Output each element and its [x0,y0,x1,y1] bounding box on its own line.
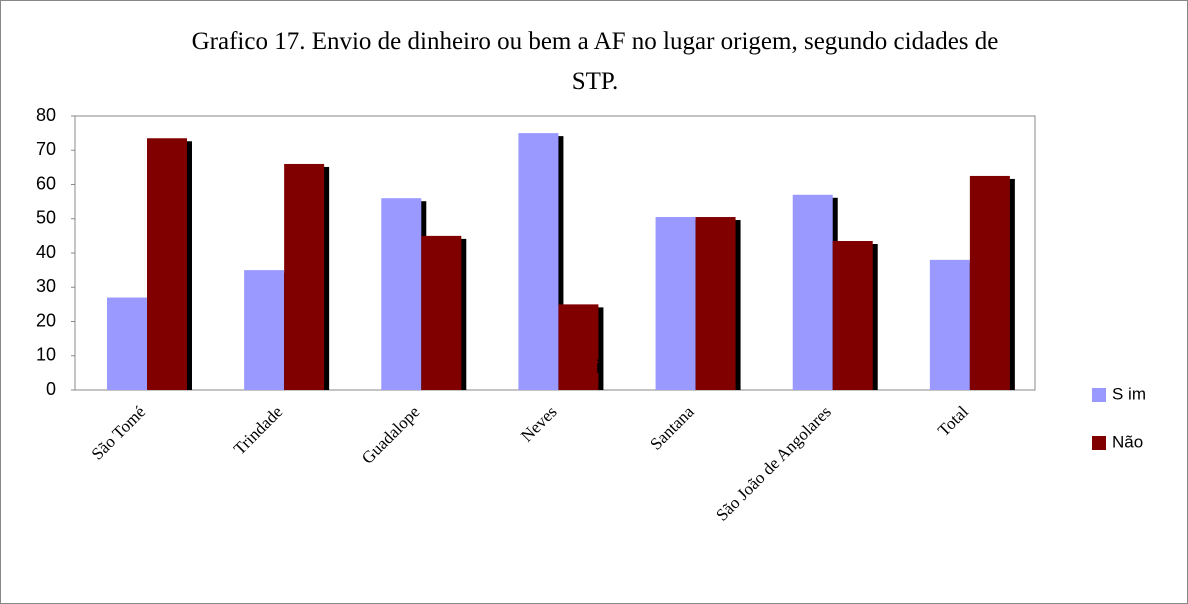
bar [929,259,970,390]
bar [518,133,559,390]
y-tick-label: 0 [46,379,56,399]
bar [558,304,599,390]
bar [381,198,422,390]
y-tick-label: 20 [36,310,56,330]
legend-label: S im [1112,384,1146,403]
y-tick-label: 30 [36,276,56,296]
legend-label: Não [1112,432,1143,451]
annotation: i [596,357,600,377]
chart-title: Grafico 17. Envio de dinheiro ou bem a A… [191,28,999,95]
y-tick-label: 50 [36,208,56,228]
bar [284,163,325,390]
legend-swatch [1092,388,1106,402]
y-tick-label: 60 [36,173,56,193]
bar [695,217,736,390]
bar [832,241,873,390]
legend-swatch [1092,436,1106,450]
bar [421,235,462,390]
y-tick-label: 70 [36,139,56,159]
bar [147,138,187,390]
y-tick-label: 80 [36,105,56,125]
bar [655,217,696,390]
bar [244,270,285,390]
y-tick-label: 10 [36,345,56,365]
y-tick-label: 40 [36,242,56,262]
bar [107,297,147,390]
bar [792,194,833,390]
bar [969,175,1010,390]
